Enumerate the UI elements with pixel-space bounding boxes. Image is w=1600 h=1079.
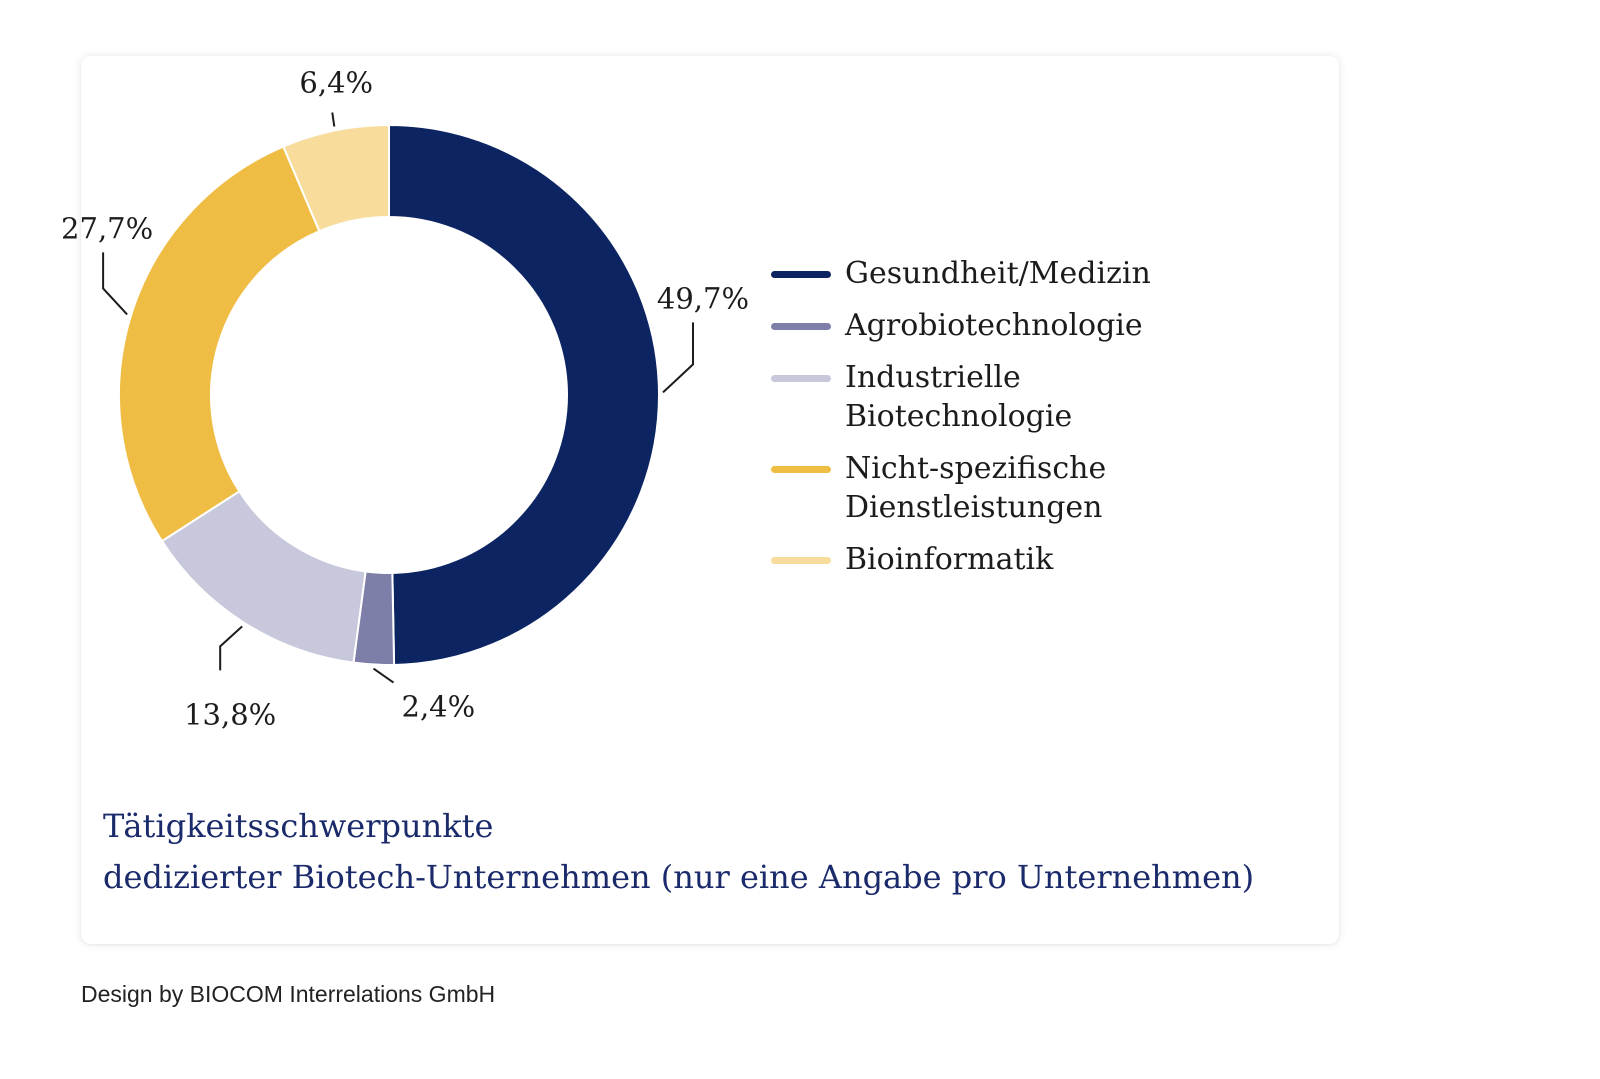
leader-line-nicht-spezifische-dienstleistungen [102, 252, 128, 316]
legend-swatch [771, 557, 831, 564]
slice-bioinformatik [282, 123, 390, 233]
leader-line-agrobiotechnologie [372, 667, 395, 684]
data-label-bioinformatik: 6,4% [299, 66, 373, 100]
legend-label: Industrielle Biotechnologie [845, 360, 1073, 434]
legend-label: Gesundheit/Medizin [845, 256, 1151, 291]
leader-line-industrielle-biotechnologie [219, 625, 243, 671]
caption-line-1: Tätigkeitsschwerpunkte [103, 807, 494, 845]
data-label-industrielle-biotechnologie: 13,8% [184, 697, 276, 731]
chart-legend: Gesundheit/Medizin Agrobiotechnologie Indu… [771, 254, 1291, 592]
legend-item-agrobiotechnologie: Agrobiotechnologie [771, 306, 1291, 345]
legend-swatch [771, 466, 831, 473]
legend-item-bioinformatik: Bioinformatik [771, 540, 1291, 579]
legend-item-gesundheit-medizin: Gesundheit/Medizin [771, 254, 1291, 293]
design-credit: Design by BIOCOM Interrelations GmbH [81, 981, 496, 1007]
data-label-gesundheit-medizin: 49,7% [657, 281, 749, 315]
legend-label: Bioinformatik [845, 542, 1054, 577]
donut-chart: 49,7% 2,4% 13,8% 27,7% 6,4% [61, 66, 749, 732]
caption-line-2: dedizierter Biotech-Unternehmen (nur ein… [103, 858, 1255, 896]
chart-card: 49,7% 2,4% 13,8% 27,7% 6,4% Gesundheit/Mediz… [61, 56, 1339, 944]
legend-swatch [771, 375, 831, 382]
slice-gesundheit-medizin [388, 123, 660, 666]
chart-caption: Tätigkeitsschwerpunkte dedizierter Biote… [103, 801, 1313, 903]
data-label-nicht-spezifische-dienstleistungen: 27,7% [61, 211, 153, 245]
leader-line-gesundheit-medizin [662, 322, 694, 394]
legend-label: Nicht-spezifische Dienstleistungen [845, 451, 1107, 525]
leader-line-bioinformatik [331, 112, 336, 127]
legend-item-industrielle-biotechnologie: Industrielle Biotechnologie [771, 358, 1291, 436]
legend-item-nicht-spezifische-dienstleistungen: Nicht-spezifische Dienstleistungen [771, 449, 1291, 527]
data-label-agrobiotechnologie: 2,4% [402, 690, 476, 724]
legend-swatch [771, 323, 831, 330]
legend-label: Agrobiotechnologie [845, 308, 1143, 343]
slice-nicht-spezifische-dienstleistungen [118, 145, 321, 543]
legend-swatch [771, 271, 831, 278]
